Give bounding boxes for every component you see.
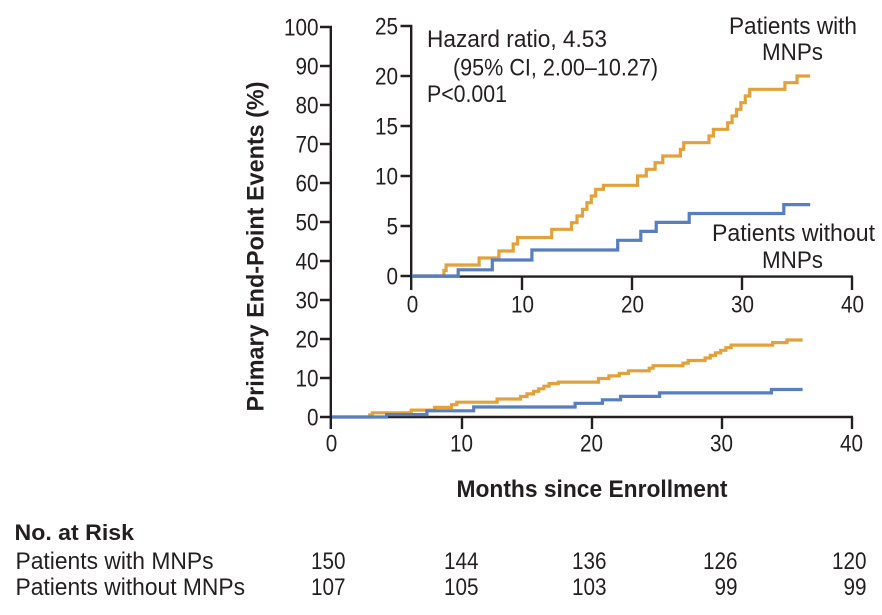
svg-text:103: 103 — [572, 574, 607, 601]
svg-text:10: 10 — [296, 365, 319, 392]
svg-text:0: 0 — [407, 292, 419, 319]
svg-text:50: 50 — [296, 209, 319, 236]
svg-text:Months since Enrollment: Months since Enrollment — [457, 476, 728, 503]
svg-text:30: 30 — [731, 292, 754, 319]
svg-text:40: 40 — [296, 248, 319, 275]
svg-text:MNPs: MNPs — [762, 39, 823, 66]
svg-text:30: 30 — [296, 287, 319, 314]
svg-text:Patients without: Patients without — [712, 220, 875, 247]
svg-text:10: 10 — [511, 292, 534, 319]
svg-text:30: 30 — [710, 431, 733, 458]
svg-text:25: 25 — [375, 13, 398, 40]
svg-text:MNPs: MNPs — [762, 247, 823, 274]
svg-text:Hazard ratio, 4.53: Hazard ratio, 4.53 — [427, 26, 607, 53]
svg-text:No. at Risk: No. at Risk — [15, 520, 135, 545]
svg-text:Patients without MNPs: Patients without MNPs — [16, 574, 246, 601]
svg-text:40: 40 — [840, 431, 863, 458]
svg-text:20: 20 — [580, 431, 603, 458]
svg-text:5: 5 — [387, 213, 399, 240]
svg-text:15: 15 — [375, 113, 398, 140]
svg-text:P<0.001: P<0.001 — [427, 81, 507, 108]
svg-text:40: 40 — [841, 292, 864, 319]
svg-text:20: 20 — [296, 326, 319, 353]
svg-text:60: 60 — [296, 170, 319, 197]
svg-text:20: 20 — [621, 292, 644, 319]
svg-text:20: 20 — [375, 63, 398, 90]
svg-text:107: 107 — [311, 574, 346, 601]
svg-text:105: 105 — [444, 574, 479, 601]
svg-text:0: 0 — [326, 431, 338, 458]
svg-text:(95% CI, 2.00–10.27): (95% CI, 2.00–10.27) — [453, 55, 658, 82]
svg-text:150: 150 — [311, 548, 346, 575]
svg-text:99: 99 — [715, 574, 738, 601]
svg-text:136: 136 — [572, 548, 607, 575]
svg-text:10: 10 — [450, 431, 473, 458]
svg-text:80: 80 — [296, 92, 319, 119]
svg-text:0: 0 — [307, 404, 319, 431]
svg-text:Patients with MNPs: Patients with MNPs — [16, 548, 214, 575]
svg-text:100: 100 — [284, 14, 319, 41]
svg-text:Patients with: Patients with — [729, 13, 857, 40]
svg-text:10: 10 — [375, 163, 398, 190]
svg-text:126: 126 — [703, 548, 738, 575]
svg-text:Primary End-Point Events (%): Primary End-Point Events (%) — [243, 82, 270, 412]
svg-text:90: 90 — [296, 53, 319, 80]
svg-text:120: 120 — [832, 548, 867, 575]
svg-text:70: 70 — [296, 131, 319, 158]
svg-text:0: 0 — [387, 263, 399, 290]
svg-text:144: 144 — [444, 548, 479, 575]
svg-text:99: 99 — [844, 574, 867, 601]
